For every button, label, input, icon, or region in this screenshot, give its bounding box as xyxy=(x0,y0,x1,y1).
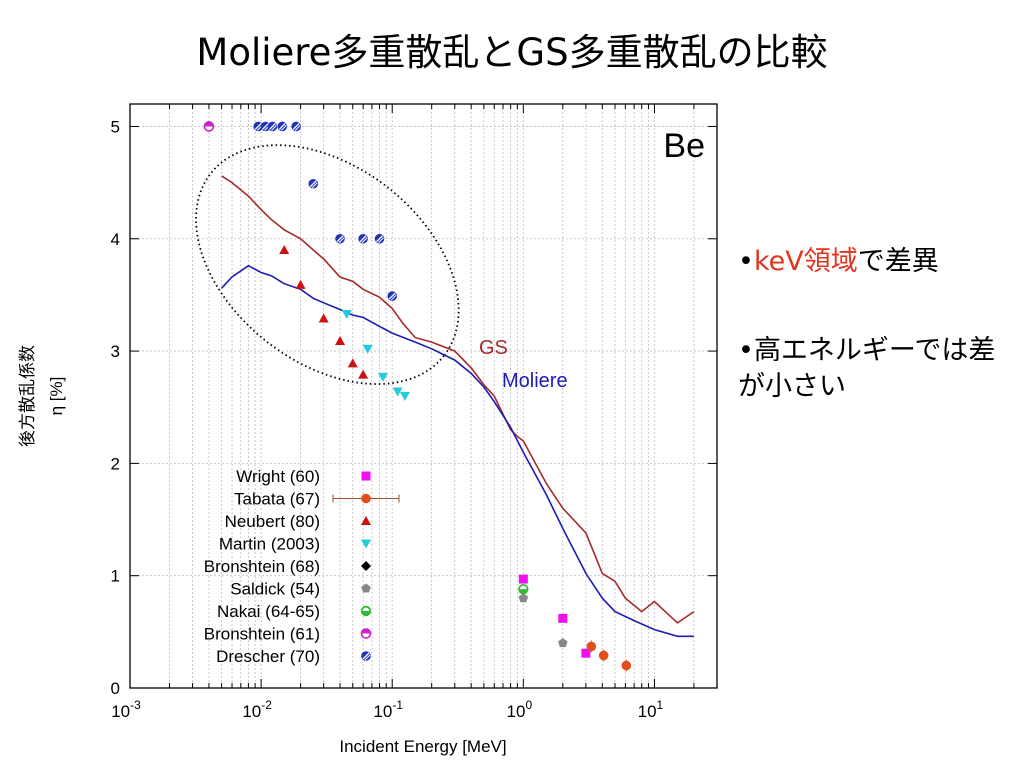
point-drescher-70 xyxy=(335,233,345,244)
point-drescher-70 xyxy=(358,233,368,244)
point-nakai-64-65 xyxy=(518,583,529,595)
legend-marker xyxy=(361,561,371,571)
point-tabata-67 xyxy=(621,660,632,671)
legend-marker xyxy=(361,651,371,661)
bullet-mark: • xyxy=(738,246,754,277)
point-martin-2003 xyxy=(362,344,373,354)
y-tick-label: 5 xyxy=(111,117,120,136)
legend-label: Saldick (54) xyxy=(230,580,320,599)
legend-label: Tabata (67) xyxy=(234,490,320,509)
slide-title: Moliere多重散乱とGS多重散乱の比較 xyxy=(196,31,828,74)
x-tick-label: 10-1 xyxy=(373,698,403,721)
legend: Wright (60) Tabata (67) Neubert (80) Martin… xyxy=(204,467,400,666)
x-tick-label: 101 xyxy=(638,698,664,721)
highlight-ellipse-layer xyxy=(195,144,460,385)
curve-label-gs: GS xyxy=(479,337,508,359)
y-axis: 0 1 2 3 4 5 xyxy=(111,117,717,698)
point-neubert-80 xyxy=(318,313,329,323)
series-line-gs xyxy=(221,175,695,624)
point-saldick-54 xyxy=(558,638,568,648)
legend-marker xyxy=(361,583,371,593)
legend-label: Drescher (70) xyxy=(216,647,320,666)
point-tabata-67 xyxy=(586,641,597,652)
x-tick-label: 10-2 xyxy=(242,698,272,721)
point-martin-2003 xyxy=(392,387,403,397)
bullet-keV-difference: •keV領域で差異 xyxy=(738,244,939,280)
legend-label: Wright (60) xyxy=(236,467,320,486)
series-line-moliere xyxy=(221,264,694,638)
bullet-text: 高エネルギーでは差が小さい xyxy=(738,335,996,402)
legend-marker xyxy=(361,471,371,481)
point-martin-2003 xyxy=(399,392,410,401)
point-drescher-70 xyxy=(387,291,398,301)
curve-layer xyxy=(221,175,695,638)
legend-marker xyxy=(360,628,372,639)
point-martin-2003 xyxy=(341,310,352,320)
bullet-highlight: keV領域 xyxy=(753,246,858,277)
x-tick-label: 10-3 xyxy=(111,698,141,721)
legend-marker xyxy=(361,493,371,504)
legend-marker xyxy=(360,605,372,617)
legend-label: Nakai (64-65) xyxy=(217,602,320,621)
point-neubert-80 xyxy=(279,245,290,254)
point-saldick-54 xyxy=(518,593,529,603)
point-neubert-80 xyxy=(358,369,369,379)
bullet-high-energy: •高エネルギーでは差が小さい xyxy=(738,333,1018,405)
x-axis: 10-3 10-2 10-1 100 101 xyxy=(111,104,718,721)
point-neubert-80 xyxy=(335,335,346,345)
point-neubert-80 xyxy=(295,279,306,289)
legend-marker xyxy=(361,516,371,525)
legend-label: Bronshtein (61) xyxy=(204,625,320,644)
point-drescher-70 xyxy=(374,233,385,244)
point-tabata-67 xyxy=(598,650,609,661)
point-drescher-70 xyxy=(291,121,301,132)
y-axis-unit-label: η [%] xyxy=(47,377,66,416)
curve-label-moliere: Moliere xyxy=(502,370,568,392)
point-wright-60 xyxy=(558,613,568,623)
bullet-mark: • xyxy=(738,335,754,366)
point-neubert-80 xyxy=(347,358,358,368)
x-axis-label: Incident Energy [MeV] xyxy=(339,737,506,756)
y-axis-label: 後方散乱係数 xyxy=(18,345,37,447)
point-bronshtein-61 xyxy=(203,121,215,132)
element-label: Be xyxy=(663,127,705,165)
point-wright-60 xyxy=(581,648,591,658)
legend-marker xyxy=(361,539,371,549)
point-drescher-70 xyxy=(277,121,288,132)
point-drescher-70 xyxy=(308,178,319,189)
bullet-text: で差異 xyxy=(857,246,939,277)
curve-labels: GS Moliere xyxy=(479,337,568,392)
marker-layer xyxy=(203,121,632,672)
legend-label: Neubert (80) xyxy=(225,512,320,531)
plot-frame xyxy=(129,103,718,689)
legend-label: Martin (2003) xyxy=(219,535,320,554)
point-martin-2003 xyxy=(377,372,388,382)
y-tick-label: 1 xyxy=(111,567,120,586)
y-tick-label: 2 xyxy=(111,454,120,473)
y-tick-label: 4 xyxy=(111,230,120,249)
y-tick-label: 3 xyxy=(111,342,120,361)
y-tick-label: 0 xyxy=(111,679,120,698)
highlight-ellipse xyxy=(195,144,460,385)
point-wright-60 xyxy=(518,574,528,584)
x-tick-label: 100 xyxy=(507,698,533,721)
point-drescher-70 xyxy=(267,121,278,132)
legend-label: Bronshtein (68) xyxy=(204,557,320,576)
